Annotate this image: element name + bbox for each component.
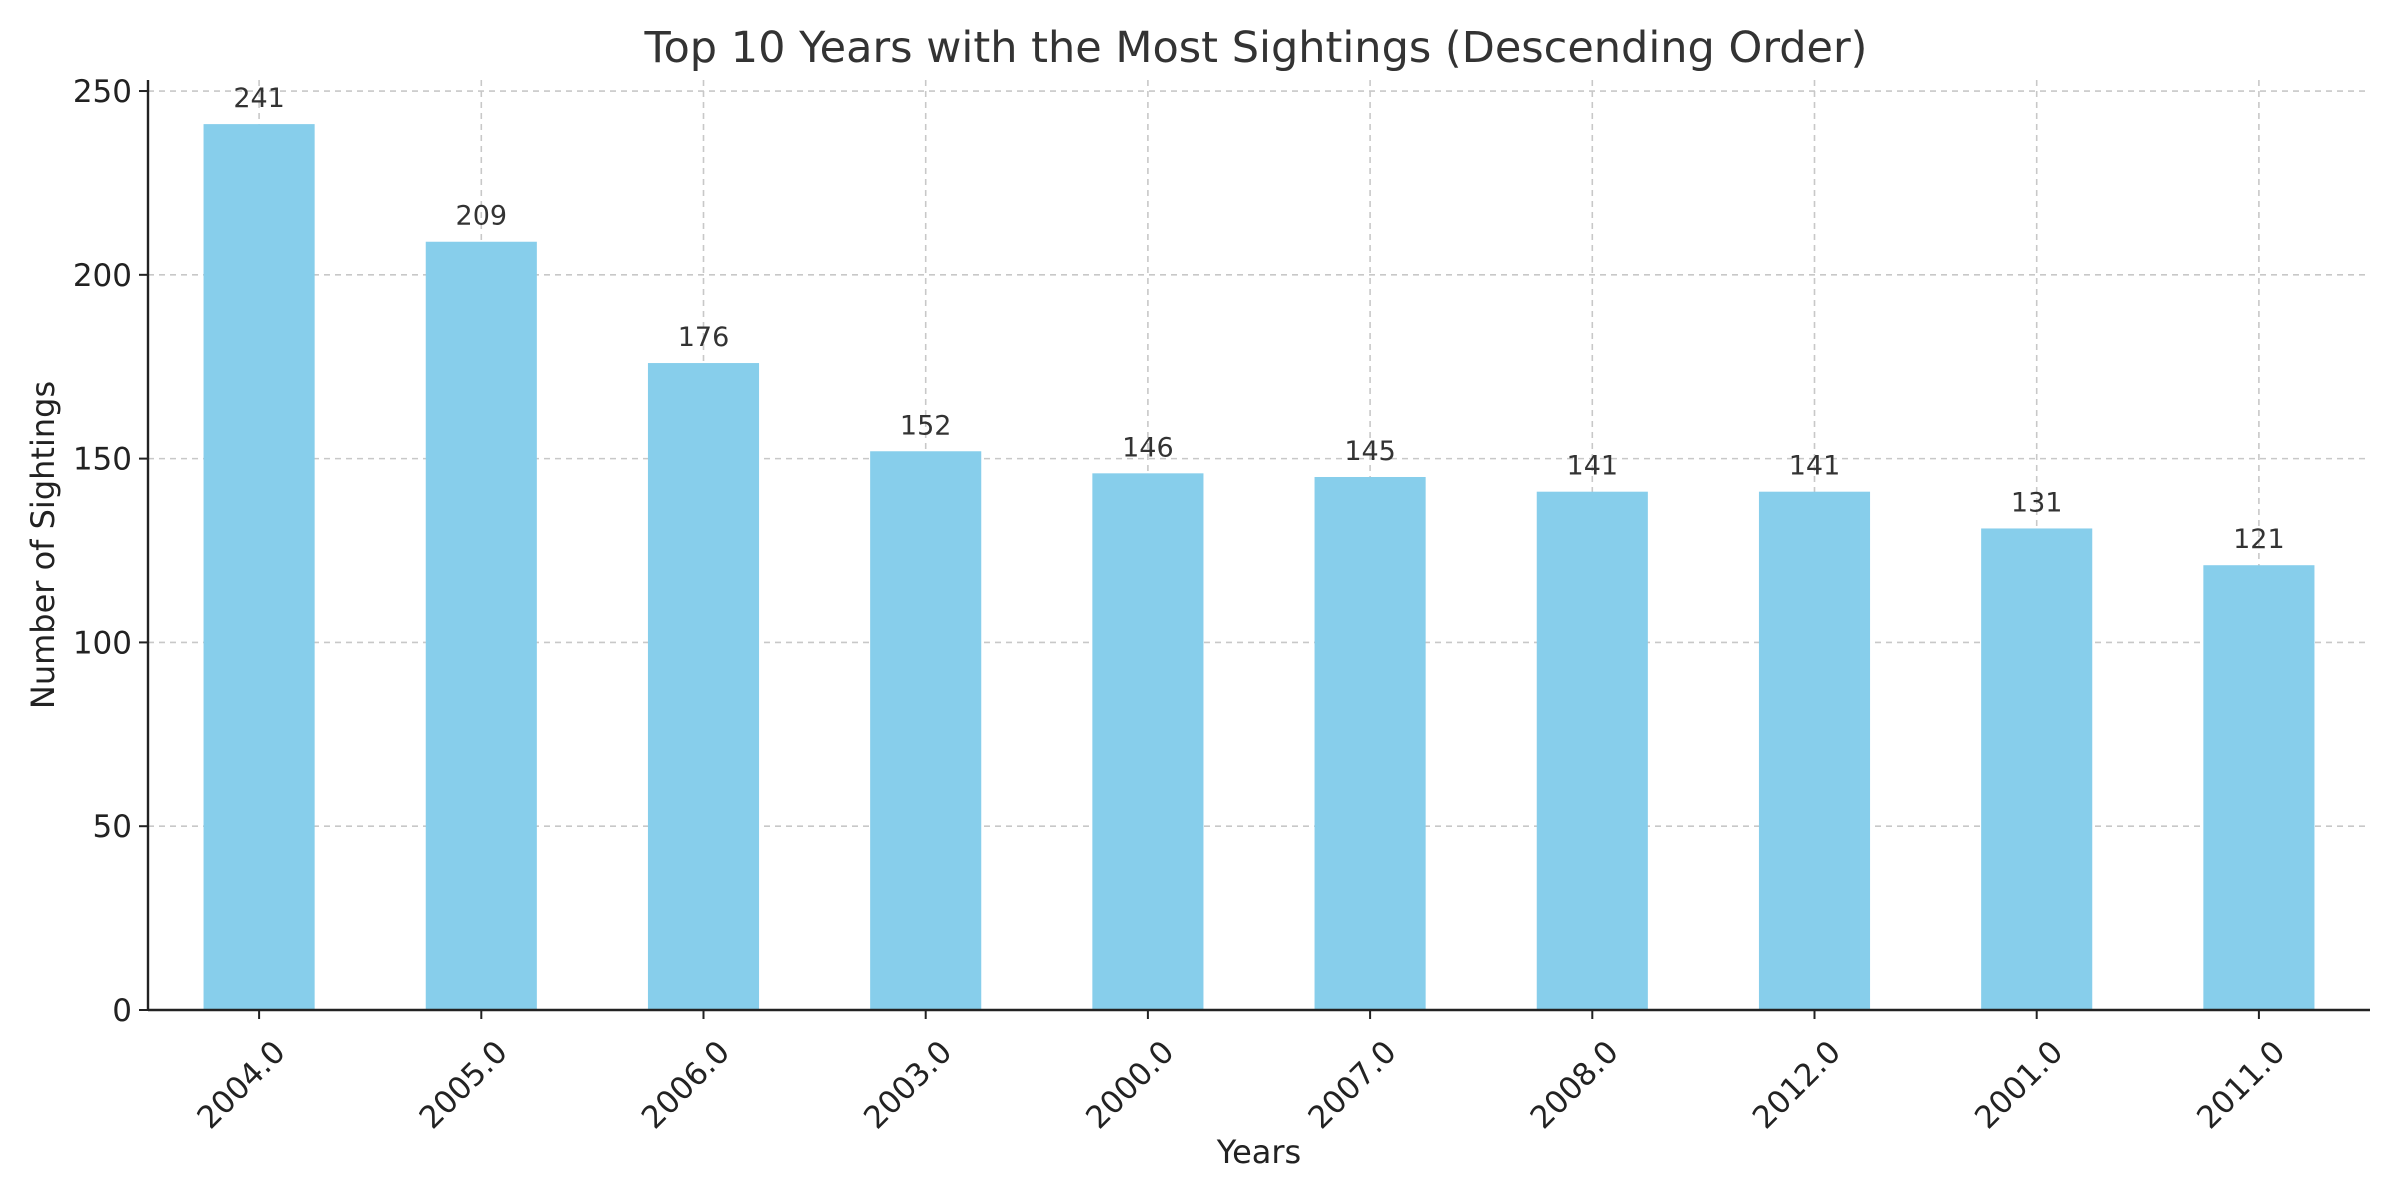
bar-value-label: 141 xyxy=(1567,451,1619,482)
x-tick-label: 2011.0 xyxy=(2190,1034,2292,1136)
bar xyxy=(203,124,315,1011)
bar-value-label: 146 xyxy=(1122,432,1174,463)
bar-value-label: 131 xyxy=(2011,487,2063,518)
bar xyxy=(870,451,982,1010)
bar-value-label: 152 xyxy=(900,410,952,441)
bar-value-label: 241 xyxy=(233,83,285,114)
y-tick-label: 100 xyxy=(73,625,132,661)
axes-layer xyxy=(139,80,2370,1019)
y-tick-label: 50 xyxy=(93,809,132,845)
y-axis-label: Number of Sightings xyxy=(24,381,62,709)
bar-value-label: 145 xyxy=(1344,436,1396,467)
x-tick-label: 2000.0 xyxy=(1079,1034,1181,1136)
bar xyxy=(1092,473,1204,1010)
bar xyxy=(1758,491,1871,1011)
chart-title: Top 10 Years with the Most Sightings (De… xyxy=(644,23,1868,73)
x-tick-label: 2005.0 xyxy=(413,1034,515,1136)
x-tick-label: 2006.0 xyxy=(635,1034,737,1136)
bar-value-label: 141 xyxy=(1789,451,1841,482)
bar-value-label: 176 xyxy=(678,322,730,353)
x-tick-label: 2012.0 xyxy=(1746,1034,1848,1136)
y-tick-label: 200 xyxy=(73,258,132,294)
bars-layer xyxy=(203,124,2315,1011)
y-tick-label: 250 xyxy=(73,74,132,110)
bar xyxy=(647,363,760,1011)
x-tick-label: 2001.0 xyxy=(1968,1034,2070,1136)
bar xyxy=(425,241,537,1010)
bar xyxy=(1981,528,2093,1010)
x-tick-label: 2007.0 xyxy=(1301,1034,1403,1136)
x-axis-label: Years xyxy=(1216,1133,1301,1171)
x-tick-label: 2008.0 xyxy=(1524,1034,1626,1136)
bar xyxy=(2203,565,2315,1010)
x-tick-label: 2003.0 xyxy=(857,1034,959,1136)
bar-value-label: 209 xyxy=(456,201,508,232)
x-tick-label: 2004.0 xyxy=(190,1034,292,1136)
bar xyxy=(1314,476,1426,1010)
y-tick-label: 0 xyxy=(112,993,132,1029)
bar-value-label: 121 xyxy=(2233,524,2285,555)
bar xyxy=(1536,491,1648,1011)
y-tick-label: 150 xyxy=(73,442,132,478)
